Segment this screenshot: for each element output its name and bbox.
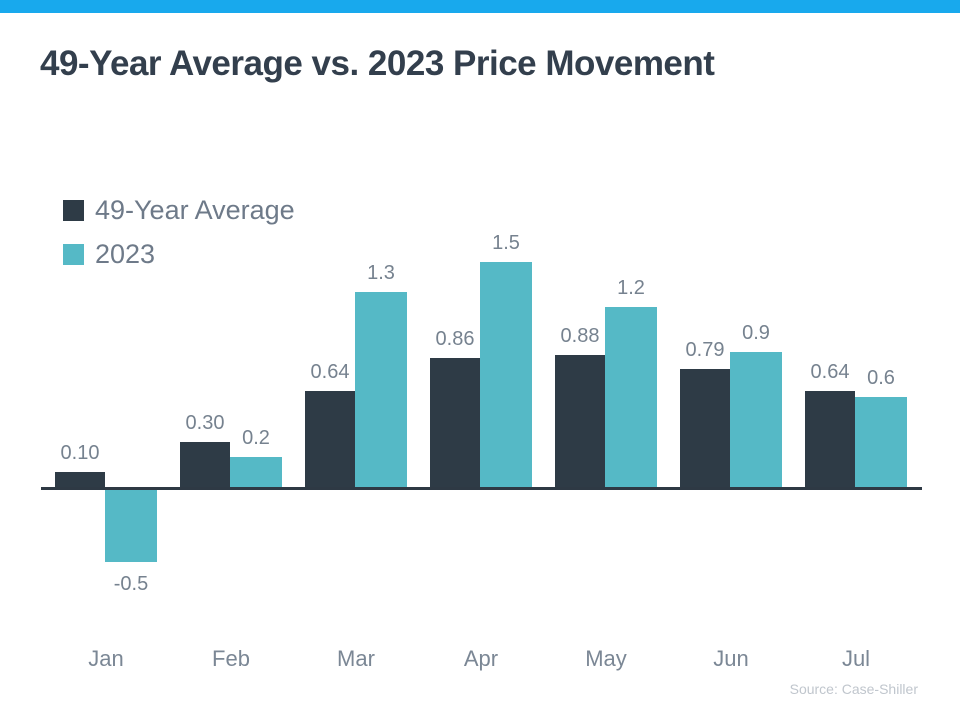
x-axis-label-jun: Jun — [713, 646, 749, 671]
bar-2023-jan — [105, 490, 157, 562]
legend: 49-Year Average 2023 — [63, 195, 295, 285]
bar-value-label-49-year-average-apr: 0.86 — [435, 328, 475, 350]
bar-value-label-2023-jun: 0.9 — [742, 322, 770, 344]
bar-2023-jul — [855, 397, 907, 487]
bar-value-label-2023-feb: 0.2 — [242, 427, 270, 449]
bar-value-label-2023-mar: 1.3 — [367, 262, 395, 284]
chart-title: 49-Year Average vs. 2023 Price Movement — [40, 44, 715, 83]
bar-value-label-2023-jan: -0.5 — [113, 573, 149, 595]
bar-2023-feb — [230, 457, 282, 487]
bar-2023-mar — [355, 292, 407, 487]
top-accent-bar — [0, 0, 960, 13]
bar-49-year-average-jun — [680, 368, 730, 487]
bar-2023-apr — [480, 262, 532, 487]
x-axis-label-jan: Jan — [88, 646, 124, 671]
bar-49-year-average-mar — [305, 391, 355, 487]
x-axis-label-feb: Feb — [212, 646, 250, 671]
bar-49-year-average-may — [555, 355, 605, 487]
legend-item-2023: 2023 — [63, 239, 295, 269]
bar-value-label-49-year-average-feb: 0.30 — [185, 412, 225, 434]
legend-label-49-year-average: 49-Year Average — [95, 195, 295, 225]
bar-49-year-average-feb — [180, 442, 230, 487]
x-axis-line — [41, 487, 922, 490]
bar-value-label-49-year-average-jun: 0.79 — [685, 338, 725, 361]
legend-swatch-49-year-average — [63, 200, 84, 221]
x-axis-label-jul: Jul — [841, 646, 871, 671]
bar-value-label-49-year-average-jul: 0.64 — [810, 361, 850, 383]
bar-2023-jun — [730, 352, 782, 487]
bar-49-year-average-apr — [430, 358, 480, 487]
bar-value-label-49-year-average-jan: 0.10 — [60, 442, 100, 464]
legend-swatch-2023 — [63, 244, 84, 265]
x-axis-label-apr: Apr — [463, 646, 499, 671]
bar-value-label-2023-may: 1.2 — [617, 277, 645, 299]
x-axis-label-may: May — [585, 646, 627, 671]
bar-49-year-average-jul — [805, 391, 855, 487]
x-axis-label-mar: Mar — [337, 646, 375, 671]
bar-value-label-2023-jul: 0.6 — [867, 367, 895, 389]
legend-label-2023: 2023 — [95, 239, 156, 269]
legend-item-49-year-average: 49-Year Average — [63, 195, 295, 225]
bar-value-label-49-year-average-mar: 0.64 — [310, 361, 350, 383]
bar-2023-may — [605, 307, 657, 487]
source-note: Source: Case-Shiller — [789, 681, 918, 697]
bar-value-label-2023-apr: 1.5 — [492, 232, 520, 254]
bar-value-label-49-year-average-may: 0.88 — [560, 325, 600, 347]
bar-49-year-average-jan — [55, 472, 105, 487]
